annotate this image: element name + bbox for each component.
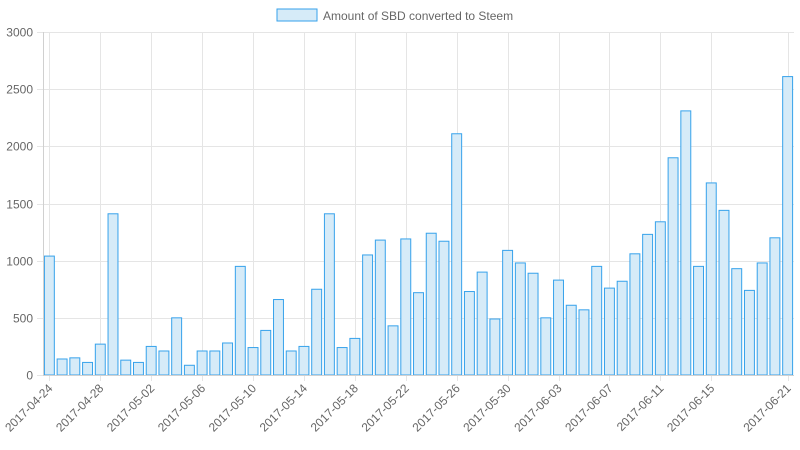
bar[interactable] — [222, 342, 234, 376]
bar[interactable] — [463, 291, 475, 376]
bar[interactable] — [642, 233, 654, 376]
bar[interactable] — [718, 209, 730, 376]
bar[interactable] — [247, 347, 259, 376]
bar[interactable] — [654, 221, 666, 376]
legend-swatch — [276, 8, 318, 22]
bar[interactable] — [782, 76, 794, 376]
bar[interactable] — [234, 265, 246, 376]
bar[interactable] — [603, 287, 615, 376]
y-tick-label: 3000 — [6, 26, 33, 40]
bar[interactable] — [336, 347, 348, 376]
x-tick-label: 2017-06-07 — [562, 381, 616, 435]
y-tick-label: 1500 — [6, 198, 33, 212]
bar[interactable] — [107, 213, 119, 376]
bar[interactable] — [362, 254, 374, 376]
bar[interactable] — [425, 232, 437, 376]
x-tick-label: 2017-05-30 — [460, 381, 514, 435]
bar[interactable] — [591, 265, 603, 376]
x-axis-ticks: 2017-04-242017-04-282017-05-022017-05-06… — [2, 381, 794, 435]
bar[interactable] — [374, 239, 386, 376]
x-tick-label: 2017-06-21 — [740, 381, 794, 435]
bar[interactable] — [705, 182, 717, 376]
y-tick-label: 2500 — [6, 83, 33, 97]
x-tick-label: 2017-05-18 — [308, 381, 362, 435]
bar[interactable] — [349, 337, 361, 376]
bar[interactable] — [743, 289, 755, 376]
bar[interactable] — [133, 361, 144, 376]
y-tick-label: 2000 — [6, 140, 33, 154]
bar[interactable] — [451, 133, 463, 376]
bar[interactable] — [209, 350, 221, 376]
x-tick-label: 2017-05-26 — [409, 381, 463, 435]
bar[interactable] — [387, 325, 399, 376]
bar[interactable] — [476, 271, 488, 376]
legend[interactable]: Amount of SBD converted to Steem — [276, 8, 513, 23]
x-tick-label: 2017-04-24 — [2, 381, 56, 435]
bar[interactable] — [311, 288, 323, 376]
x-tick-label: 2017-04-28 — [53, 381, 107, 435]
y-axis-ticks: 0 500 1000 1500 2000 2500 3000 — [6, 26, 33, 383]
y-tick-label: 1000 — [6, 255, 33, 269]
x-tick-label: 2017-06-15 — [664, 381, 718, 435]
bar[interactable] — [158, 350, 170, 376]
bar[interactable] — [502, 249, 514, 376]
bar[interactable] — [680, 110, 692, 376]
bars — [43, 76, 794, 376]
y-tick-label: 0 — [26, 369, 33, 383]
x-tick-label: 2017-06-11 — [614, 381, 667, 434]
bar[interactable] — [400, 238, 412, 376]
bar[interactable] — [413, 292, 424, 376]
bar[interactable] — [183, 364, 195, 376]
bar[interactable] — [56, 358, 68, 376]
bar[interactable] — [120, 359, 132, 376]
bar[interactable] — [273, 299, 284, 376]
x-tick-label: 2017-05-10 — [206, 381, 260, 435]
bar[interactable] — [298, 345, 310, 376]
x-tick-label: 2017-05-14 — [257, 381, 311, 435]
x-tick-label: 2017-05-06 — [155, 381, 209, 435]
axes — [43, 32, 794, 376]
x-tick-label: 2017-05-02 — [104, 381, 158, 435]
bar[interactable] — [667, 157, 679, 376]
bar[interactable] — [578, 309, 590, 376]
bar[interactable] — [171, 317, 183, 376]
bar[interactable] — [69, 357, 81, 376]
bar[interactable] — [514, 262, 526, 376]
x-tick-label: 2017-05-22 — [359, 381, 413, 435]
bar[interactable] — [540, 317, 552, 376]
bar[interactable] — [145, 345, 157, 376]
bar[interactable] — [527, 272, 539, 376]
bar[interactable] — [260, 329, 272, 376]
legend-label: Amount of SBD converted to Steem — [323, 9, 513, 23]
bar[interactable] — [565, 304, 577, 376]
bar[interactable] — [769, 237, 781, 376]
bar[interactable] — [616, 280, 628, 376]
bar[interactable] — [94, 343, 106, 376]
bar[interactable] — [438, 240, 450, 376]
bar[interactable] — [196, 350, 208, 376]
bar[interactable] — [489, 318, 501, 376]
bar[interactable] — [553, 279, 564, 376]
bar[interactable] — [82, 361, 94, 376]
bar[interactable] — [285, 350, 297, 376]
bar[interactable] — [731, 268, 743, 376]
bar[interactable] — [629, 253, 641, 376]
y-tick-label: 500 — [13, 312, 33, 326]
bar[interactable] — [693, 265, 705, 376]
bar[interactable] — [323, 213, 335, 376]
bar[interactable] — [43, 255, 55, 376]
x-tick-label: 2017-06-03 — [511, 381, 565, 435]
bar[interactable] — [756, 262, 768, 376]
